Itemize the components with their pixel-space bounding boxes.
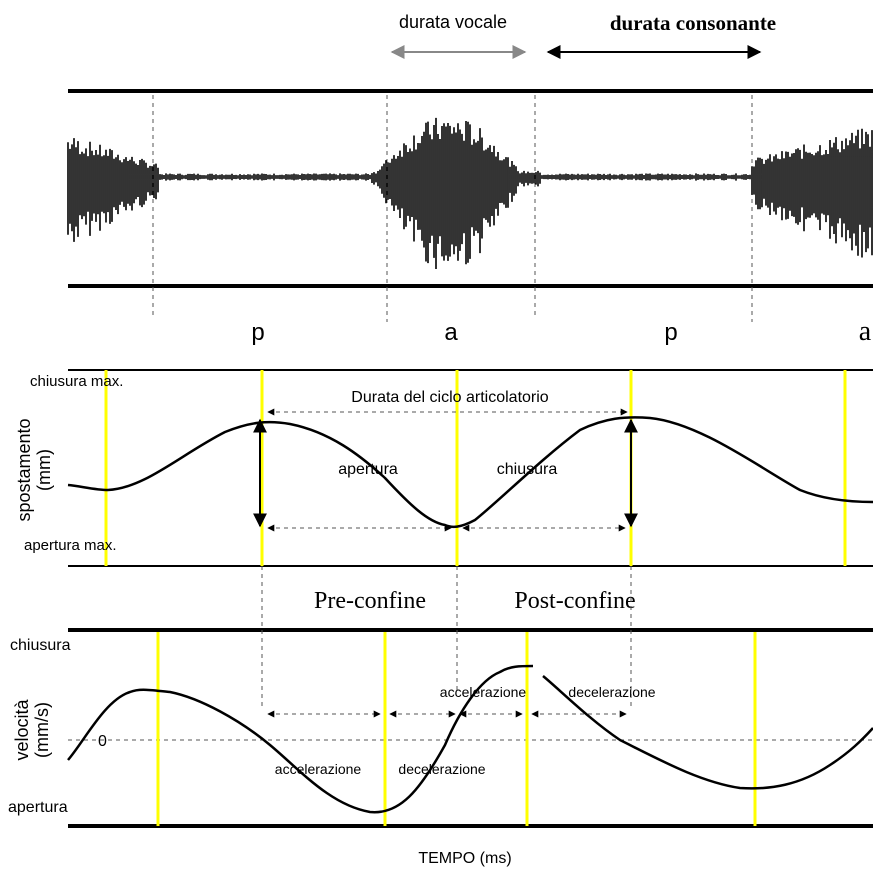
speech-waveform xyxy=(67,117,873,269)
max-opening-label: apertura max. xyxy=(24,537,117,554)
segment-label-p1: p xyxy=(251,319,264,346)
post-acceleration-label: accelerazione xyxy=(440,684,527,700)
post-boundary-label: Post-confine xyxy=(514,588,635,614)
velocity-ylabel-line2: (mm/s) xyxy=(32,702,52,758)
segment-label-a1: a xyxy=(444,319,458,346)
displacement-ylabel-line2: (mm) xyxy=(34,449,54,491)
vowel-duration-label: durata vocale xyxy=(399,12,507,32)
velocity-panel: accelerazione decelerazione accelerazion… xyxy=(8,566,873,828)
segment-label-a2: a xyxy=(859,316,872,347)
pre-acceleration-label: accelerazione xyxy=(275,761,362,777)
pre-boundary-label: Pre-confine xyxy=(314,588,426,614)
cycle-duration-label: Durata del ciclo articolatorio xyxy=(351,389,549,406)
displacement-curve xyxy=(67,416,873,529)
closing-phase-label: chiusura xyxy=(497,461,558,478)
velocity-zero-label: 0 xyxy=(98,733,107,750)
opening-phase-label: apertura xyxy=(338,461,398,478)
max-closure-label: chiusura max. xyxy=(30,373,123,390)
velocity-curve-part1 xyxy=(67,664,534,814)
velocity-closure-label: chiusura xyxy=(10,637,71,654)
displacement-ylabel-line1: spostamento xyxy=(14,418,34,521)
waveform-panel: durata vocale durata consonante p a p a xyxy=(67,11,873,347)
post-deceleration-label: decelerazione xyxy=(568,684,655,700)
velocity-opening-label: apertura xyxy=(8,799,68,816)
consonant-duration-label: durata consonante xyxy=(610,11,776,35)
displacement-panel: Durata del ciclo articolatorio apertura … xyxy=(14,369,873,567)
waveform-trace xyxy=(67,117,873,269)
time-axis-label: TEMPO (ms) xyxy=(418,850,511,867)
pre-deceleration-label: decelerazione xyxy=(398,761,485,777)
segment-label-p2: p xyxy=(664,319,677,346)
velocity-ylabel-line1: velocità xyxy=(12,698,32,760)
